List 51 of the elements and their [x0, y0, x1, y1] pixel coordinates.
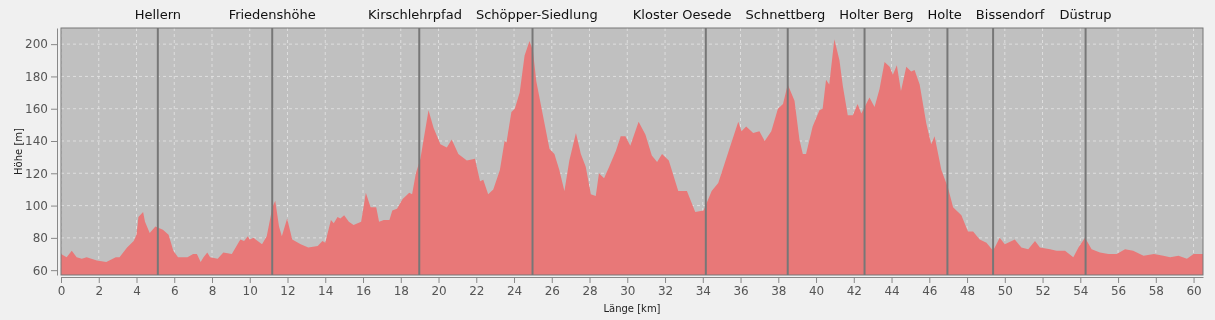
x-tick-label: 58 [1148, 283, 1164, 298]
ref-line-label: Holte [927, 7, 962, 22]
x-tick-label: 48 [959, 283, 976, 298]
y-tick-label: 100 [25, 198, 48, 213]
x-tick-label: 46 [922, 283, 938, 298]
x-tick-label: 30 [620, 283, 636, 298]
ref-line-label: Kirschlehrpfad [368, 7, 462, 22]
y-tick-label: 200 [25, 37, 48, 52]
ref-line-label: Bissendorf [975, 7, 1045, 22]
ref-line-label: Düstrup [1059, 7, 1112, 22]
ref-line-label: Kloster Oesede [632, 7, 732, 22]
x-tick-label: 16 [355, 283, 372, 298]
x-tick-label: 32 [657, 283, 674, 298]
y-tick-label: 60 [32, 263, 48, 278]
ref-line-label: Friedenshöhe [228, 7, 316, 22]
x-tick-label: 24 [506, 283, 523, 298]
x-tick-label: 50 [997, 283, 1013, 298]
x-tick-label: 42 [846, 283, 862, 298]
x-tick-label: 36 [733, 283, 749, 298]
y-tick-label: 180 [25, 69, 48, 84]
x-tick-label: 28 [582, 283, 598, 298]
x-tick-label: 52 [1035, 283, 1051, 298]
y-tick-label: 80 [32, 231, 48, 246]
x-tick-label: 44 [884, 283, 900, 298]
ref-line-label: Schnettberg [745, 7, 826, 22]
ref-line-label: Schöpper-Siedlung [475, 7, 598, 22]
y-tick-label: 140 [25, 134, 48, 149]
ref-line-label: Hellern [134, 7, 182, 22]
x-tick-label: 2 [95, 283, 104, 298]
x-tick-label: 26 [544, 283, 560, 298]
x-tick-label: 4 [133, 283, 141, 298]
x-tick-label: 60 [1186, 283, 1202, 298]
ref-line-label: Holter Berg [839, 7, 914, 22]
x-tick-label: 10 [242, 283, 258, 298]
x-tick-label: 38 [771, 283, 787, 298]
x-tick-label: 8 [208, 283, 217, 298]
x-tick-label: 18 [393, 283, 409, 298]
x-axis-title: Länge [km] [603, 303, 661, 314]
x-tick-label: 22 [469, 283, 485, 298]
x-tick-label: 0 [57, 283, 66, 298]
x-tick-label: 54 [1073, 283, 1089, 298]
y-tick-label: 120 [25, 166, 48, 181]
x-tick-label: 6 [170, 283, 179, 298]
y-axis-title: Höhe [m] [13, 127, 24, 175]
x-tick-label: 20 [431, 283, 447, 298]
x-tick-label: 40 [808, 283, 825, 298]
x-tick-label: 34 [695, 283, 711, 298]
x-tick-label: 14 [318, 283, 334, 298]
x-tick-label: 12 [280, 283, 296, 298]
y-tick-label: 160 [25, 102, 48, 117]
x-tick-label: 56 [1110, 283, 1127, 298]
